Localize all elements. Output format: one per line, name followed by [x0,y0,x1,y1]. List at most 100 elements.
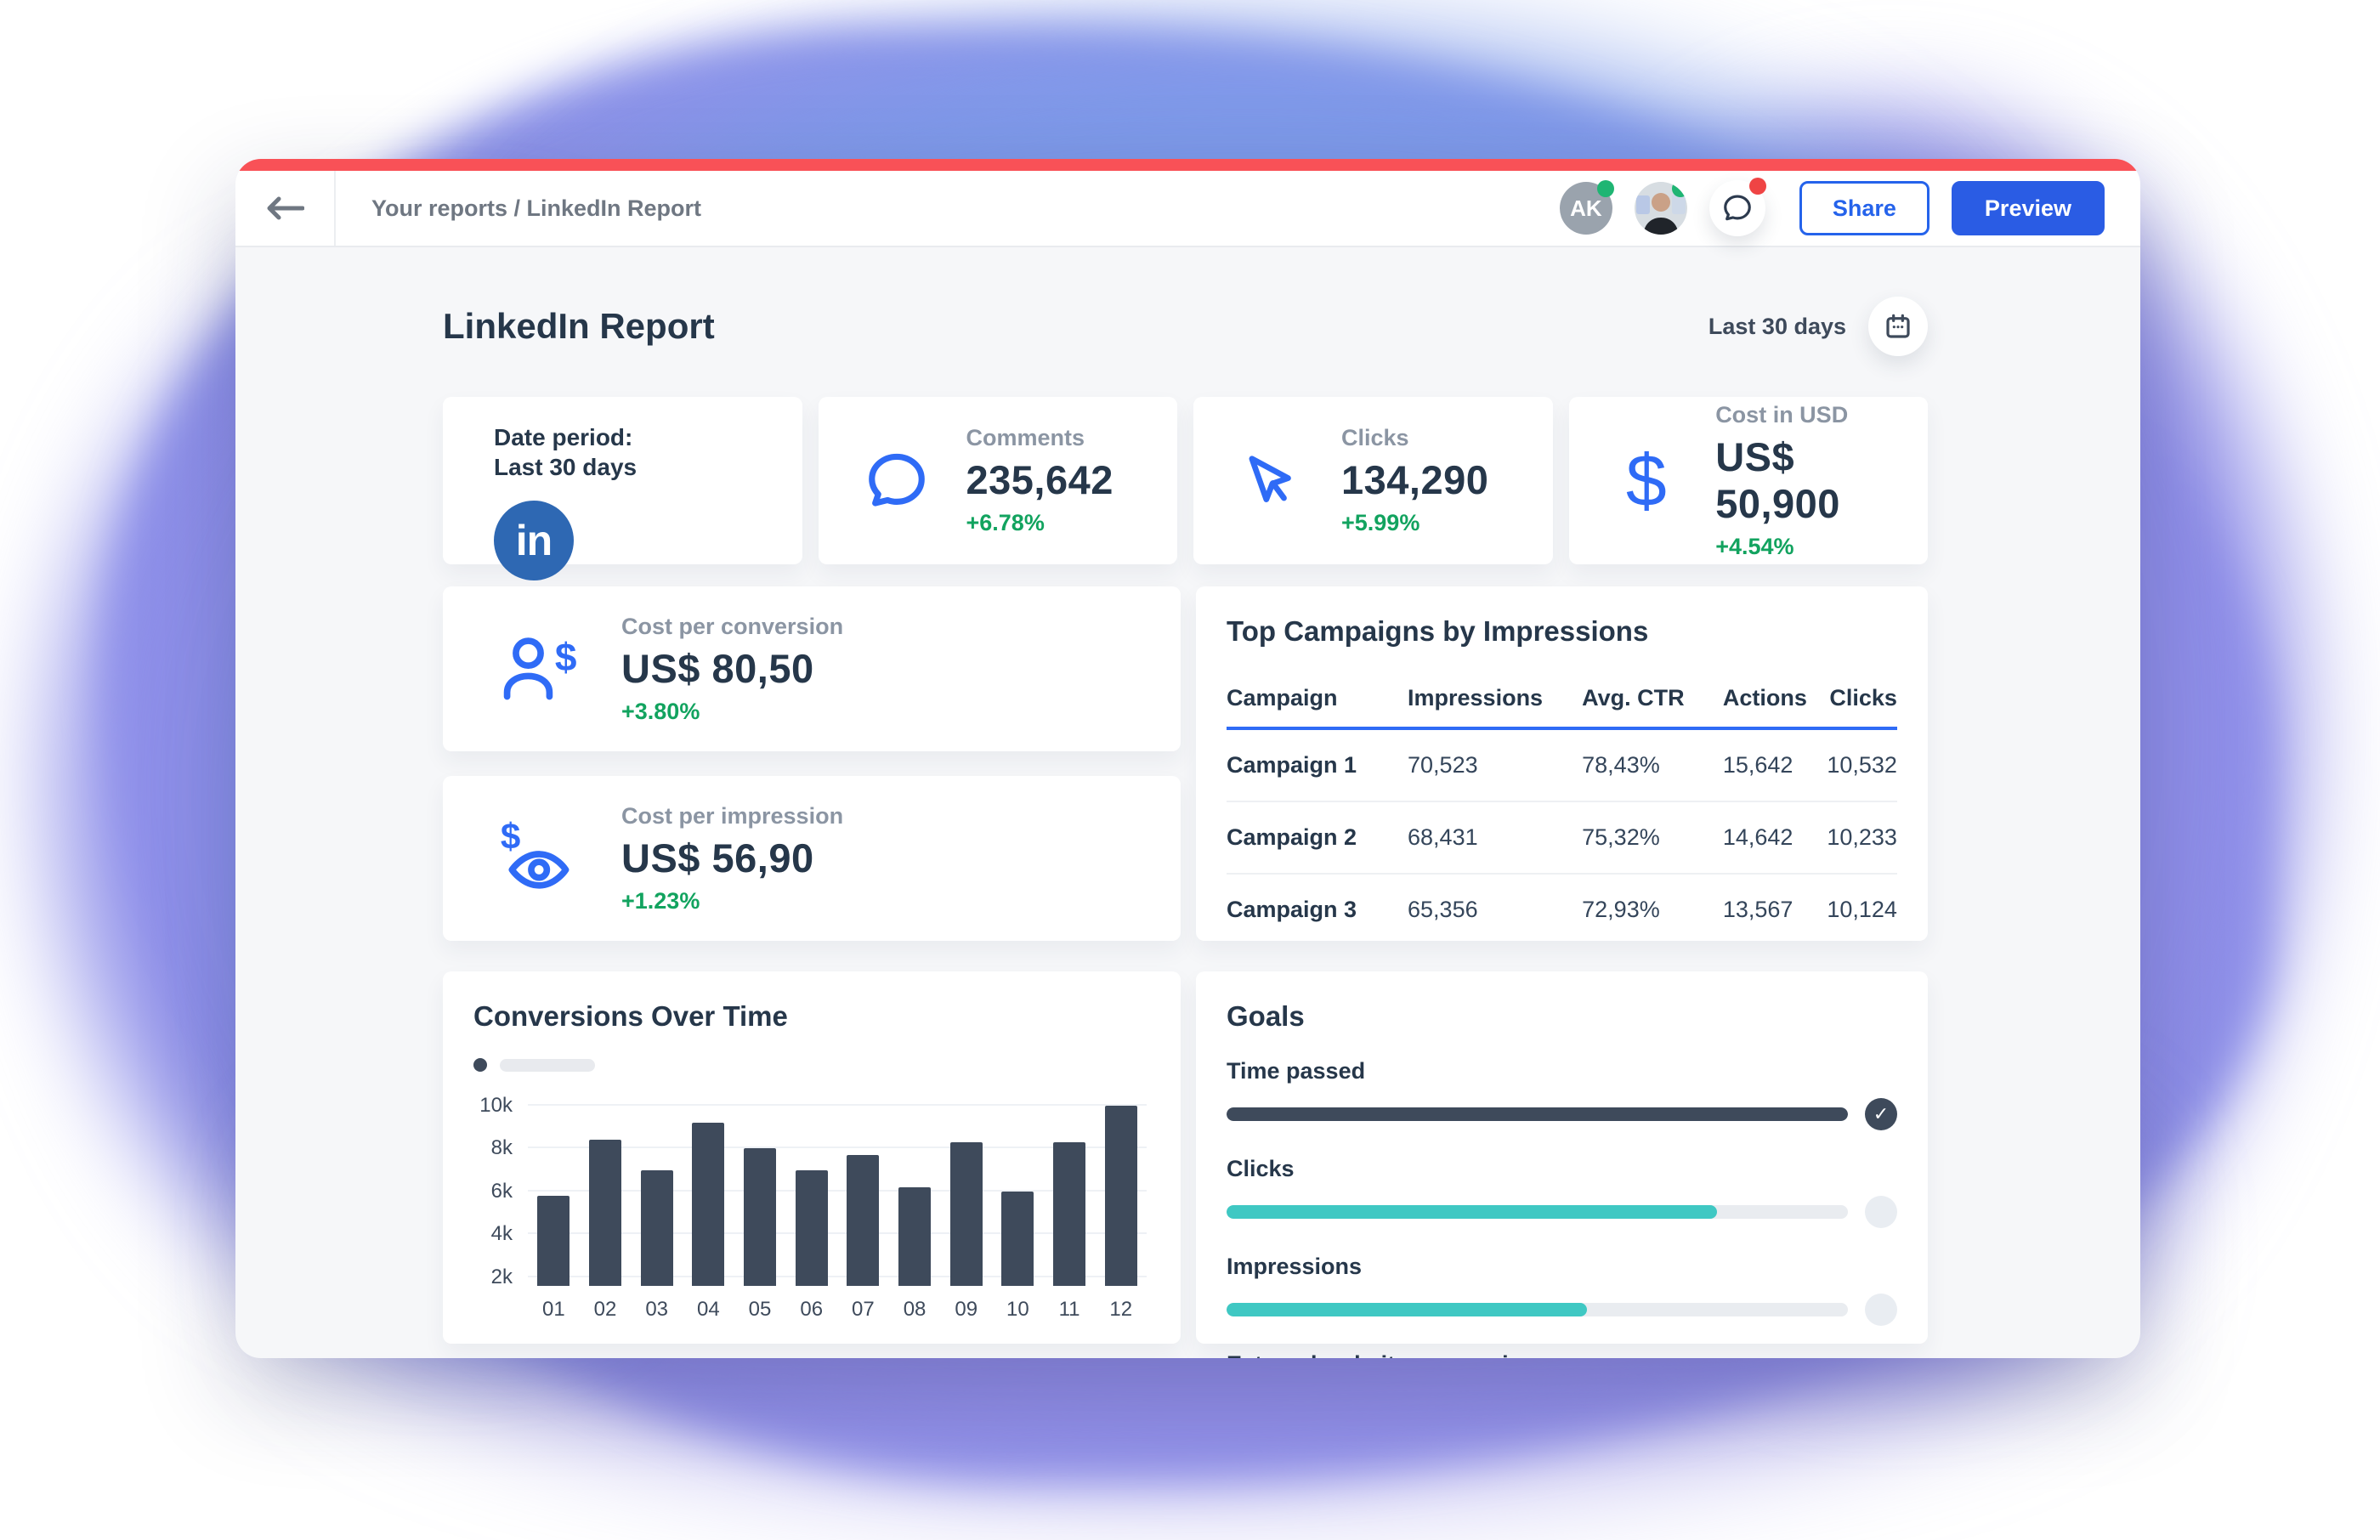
metric-delta: +5.99% [1341,510,1420,535]
linkedin-icon: in [494,501,574,580]
top-campaigns-card: Top Campaigns by Impressions Campaign Im… [1196,586,1928,941]
chart-y-axis: 2k 4k 6k 8k 10k [473,1094,528,1288]
col-impressions: Impressions [1408,685,1544,711]
bar-03 [640,1169,673,1286]
metric-delta: +4.54% [1715,533,1794,559]
table-row: Campaign 1 70,523 78,43% 15,642 10,532 [1227,730,1897,802]
metric-label: Comments [966,425,1085,450]
avatar-ak[interactable]: AK [1559,180,1614,235]
table-cell: 65,356 [1408,897,1478,922]
date-range-control[interactable]: Last 30 days [1708,297,1928,356]
bar-chart: 2k 4k 6k 8k 10k [473,1094,1147,1288]
gridline [528,1232,1147,1235]
svg-text:$: $ [501,819,520,857]
chart-x-axis: 01 02 03 04 05 06 07 08 09 10 11 12 [528,1298,1147,1322]
campaigns-table-body: Campaign 1 70,523 78,43% 15,642 10,532 Campai… [1227,730,1897,945]
table-cell: 78,43% [1582,752,1660,778]
avatar-photo[interactable] [1634,182,1687,235]
dollar-icon: $ [1625,439,1667,522]
y-tick-label: 6k [490,1179,513,1203]
comments-card: Comments 235,642 +6.78% [818,397,1177,564]
gridline [528,1275,1147,1277]
calendar-button[interactable] [1868,297,1928,356]
topbar-actions: AK [1559,171,2140,246]
table-cell: 72,93% [1582,897,1660,922]
preview-button[interactable]: Preview [1951,181,2105,235]
metric-value: US$ 56,90 [621,835,814,880]
table-cell: 68,431 [1408,824,1478,850]
gridline [528,1189,1147,1192]
comment-icon [856,448,938,514]
bar-10 [1001,1191,1034,1286]
metric-value: US$ 80,50 [621,645,814,691]
date-period-card: Date period: Last 30 days in [443,397,802,580]
y-tick-label: 10k [479,1094,513,1117]
y-tick-label: 8k [490,1136,513,1160]
breadcrumb: Your reports / LinkedIn Report [371,195,702,221]
campaigns-table-header: Campaign Impressions Avg. CTR Actions Cl… [1227,685,1897,730]
cost-usd-card: $ Cost in USD US$ 50,900 +4.54% [1568,397,1928,564]
app-window: Your reports / LinkedIn Report AK [235,159,2140,1358]
y-tick-label: 4k [490,1222,513,1246]
gridline [528,1147,1147,1149]
metric-label: Cost in USD [1715,401,1849,427]
share-button[interactable]: Share [1799,181,1930,235]
bar-09 [949,1141,983,1286]
back-arrow-icon [265,196,304,220]
chat-bubble-icon [1721,192,1754,224]
goal-label: Time passed [1227,1058,1366,1084]
topbar: Your reports / LinkedIn Report AK [235,171,2140,247]
table-row: Campaign 2 68,431 75,32% 14,642 10,233 [1227,802,1897,875]
comments-panel-button[interactable] [1708,178,1766,236]
online-status-dot [1671,182,1687,197]
x-tick-label: 10 [1006,1298,1029,1321]
chart-title: Conversions Over Time [473,1000,788,1032]
x-tick-label: 02 [593,1298,617,1321]
cursor-icon [1231,450,1312,512]
metric-label: Clicks [1341,425,1409,450]
table-cell: 15,642 [1722,752,1794,778]
conversions-chart-card: Conversions Over Time 2k 4k 6k 8k 10k 01 02 03… [443,971,1181,1344]
back-button[interactable] [235,171,336,246]
bar-08 [898,1186,932,1286]
goal-progress-fill [1227,1107,1848,1121]
table-cell: 10,233 [1827,824,1897,850]
metric-value: US$ 50,900 [1715,433,1840,526]
goal-progress-fill [1227,1303,1587,1316]
table-cell: 14,642 [1722,824,1794,850]
date-period-value: Last 30 days [494,454,638,480]
goal-progress-track [1227,1303,1848,1316]
goal-progress-track [1227,1205,1848,1219]
goal-label: Impressions [1227,1254,1363,1279]
table-cell: Campaign 1 [1227,752,1357,778]
eye-dollar-icon: $ [489,819,587,897]
svg-text:$: $ [555,635,577,679]
goal-status-icon [1865,1196,1897,1228]
goal-progress-fill [1227,1205,1718,1219]
metric-delta: +1.23% [621,887,700,914]
col-avg-ctr: Avg. CTR [1582,685,1685,711]
bar-01 [537,1196,570,1286]
metric-label: Cost per conversion [621,613,844,639]
metric-value: 235,642 [966,457,1114,502]
goal-item: External website conversions ✓ [1227,1351,1897,1358]
goals-card: Goals Time passed ✓ Clicks Impressions [1196,971,1928,1358]
online-status-dot [1596,180,1614,197]
col-actions: Actions [1722,685,1807,711]
table-cell: Campaign 2 [1227,824,1357,850]
gridline [528,1104,1147,1106]
table-cell: 75,32% [1582,824,1660,850]
goal-item: Impressions [1227,1254,1897,1326]
goal-status-icon [1865,1294,1897,1326]
x-tick-label: 03 [645,1298,669,1321]
avatar-initials-text: AK [1570,195,1602,221]
legend-dot [473,1058,487,1072]
metric-delta: +3.80% [621,698,700,724]
table-cell: 13,567 [1722,897,1794,922]
report-content: LinkedIn Report Last 30 days [235,247,2140,1358]
table-cell: Campaign 3 [1227,897,1357,922]
bar-02 [589,1140,621,1286]
x-tick-label: 08 [903,1298,926,1321]
date-range-label: Last 30 days [1708,313,1846,339]
col-clicks: Clicks [1829,685,1897,711]
